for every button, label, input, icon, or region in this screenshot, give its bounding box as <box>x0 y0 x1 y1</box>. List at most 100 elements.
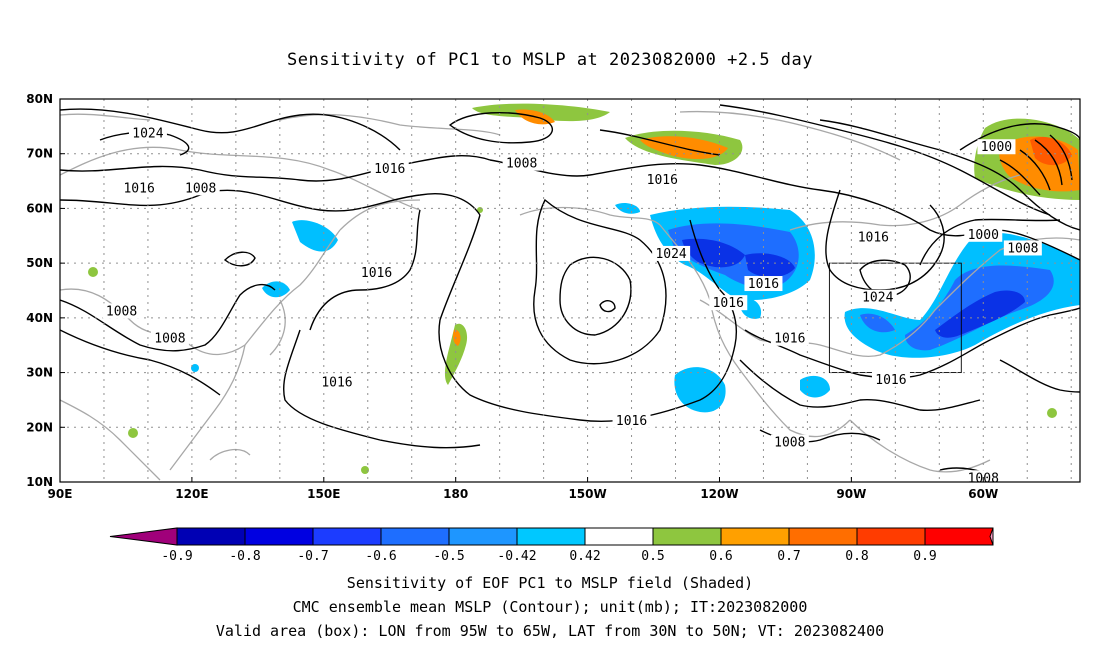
contour-label: 1016 <box>361 266 392 281</box>
colorbar-end-high <box>989 527 994 546</box>
colorbar-label: -0.6 <box>365 549 396 564</box>
contour-label-bg <box>709 295 748 311</box>
lat-tick-label: 30N <box>26 366 53 380</box>
contour-label: 1016 <box>713 296 744 311</box>
contour-label: 1024 <box>655 247 686 262</box>
contour-label-bg <box>770 434 809 450</box>
lon-tick-label: 120E <box>175 487 208 501</box>
colorbar-label: 0.7 <box>777 549 800 564</box>
contour-label-bg <box>964 470 1003 482</box>
plot-frame <box>59 98 1081 483</box>
colorbar-label: -0.42 <box>497 549 536 564</box>
colorbar-segment <box>176 527 246 546</box>
lat-tick-label: 10N <box>26 475 53 489</box>
contour-label-bg <box>357 265 396 281</box>
colorbar-segment <box>788 527 858 546</box>
contour-label: 1008 <box>154 332 185 347</box>
shade-positive <box>472 103 610 122</box>
colorbar-label: 0.8 <box>845 549 868 564</box>
contour-label: 1000 <box>968 228 999 243</box>
contour-label-bg <box>502 155 541 171</box>
contour-label: 1008 <box>506 157 537 172</box>
map-title: Sensitivity of PC1 to MSLP at 2023082000… <box>286 50 813 70</box>
contour-label: 1016 <box>858 231 889 246</box>
contour-label: 1016 <box>748 277 779 292</box>
colorbar-segment <box>856 527 926 546</box>
colorbar-segment <box>312 527 382 546</box>
colorbar-segment <box>244 527 314 546</box>
colorbar-label: -0.9 <box>161 549 192 564</box>
colorbar-label: -0.8 <box>229 549 260 564</box>
lat-tick-label: 40N <box>26 311 53 325</box>
contour-label-bg <box>858 289 897 305</box>
contour-label-bg <box>317 374 356 390</box>
contour-label: 1024 <box>132 127 163 142</box>
contour-label-bg <box>643 172 682 188</box>
contour-label: 1008 <box>968 471 999 486</box>
contour-label-bg <box>150 330 189 346</box>
shade-positive <box>128 428 138 438</box>
contour-label: 1016 <box>321 376 352 391</box>
colorbar-end-low <box>109 527 178 546</box>
contour-label-bg <box>871 371 910 387</box>
shade-positive <box>444 323 468 385</box>
contour-label: 1000 <box>981 140 1012 155</box>
shade-negative-mid <box>860 313 895 333</box>
contour-label-bg <box>370 161 409 177</box>
shade-negative-light <box>674 367 726 413</box>
caption-3: Valid area (box): LON from 95W to 65W, L… <box>215 622 885 640</box>
contour-label-bg <box>181 180 220 196</box>
contour-label: 1008 <box>774 436 805 451</box>
colorbar-label: 0.42 <box>569 549 600 564</box>
shade-negative-light <box>191 364 199 372</box>
shade-positive <box>1047 408 1057 418</box>
colorbar-segment <box>924 527 994 546</box>
contour-label-bg <box>120 180 159 196</box>
contour-label-bg <box>964 226 1003 242</box>
contour-label: 1016 <box>123 181 154 196</box>
lon-tick-label: 90W <box>836 487 866 501</box>
shade-positive <box>88 267 98 277</box>
contour-label: 1008 <box>1007 241 1038 256</box>
contour-label-bg <box>977 139 1016 155</box>
shade-positive <box>361 466 369 474</box>
contour-label-bg <box>1003 240 1042 256</box>
contour-label-bg <box>652 245 691 261</box>
sensitivity-shading <box>88 103 1080 474</box>
colorbar-segment <box>448 527 518 546</box>
colorbar-label: -0.5 <box>433 549 464 564</box>
colorbar-label: 0.5 <box>641 549 664 564</box>
lon-axis: 90E 120E 150E 180 150W 120W 90W 60W <box>48 477 998 501</box>
colorbar-segment <box>652 527 722 546</box>
caption-2: CMC ensemble mean MSLP (Contour); unit(m… <box>292 598 808 616</box>
contour-label: 1008 <box>106 304 137 319</box>
lon-tick-label: 90E <box>48 487 73 501</box>
lon-tick-label: 150W <box>568 487 606 501</box>
colorbar-label: 0.9 <box>913 549 936 564</box>
shade-negative-dark <box>935 290 1025 338</box>
contour-label-bg <box>102 303 141 319</box>
grid-lines <box>60 99 1080 482</box>
lat-tick-label: 60N <box>26 201 53 215</box>
colorbar-segment <box>516 527 586 546</box>
contour-label: 1008 <box>185 181 216 196</box>
contour-label: 1016 <box>875 373 906 388</box>
lon-tick-label: 120W <box>700 487 738 501</box>
lon-tick-label: 60W <box>968 487 998 501</box>
contour-labels: 1024 1016 1008 1016 1008 1016 1000 1024 1016 1016… <box>102 125 1042 486</box>
colorbar: -0.9 -0.8 -0.7 -0.6 -0.5 -0.42 0.42 0.5 0.6 0.7 0.… <box>109 527 994 564</box>
shade-negative-light <box>800 375 830 398</box>
contour-label: 1016 <box>647 173 678 188</box>
shade-orange <box>453 329 461 346</box>
colorbar-segment <box>380 527 450 546</box>
lat-axis: 80N 70N 60N 50N 40N 30N 20N 10N <box>26 92 65 489</box>
contour-label: 1016 <box>374 162 405 177</box>
contour-label-bg <box>770 330 809 346</box>
contour-label-bg <box>612 412 651 428</box>
colorbar-segment <box>720 527 790 546</box>
caption-1: Sensitivity of EOF PC1 to MSLP field (Sh… <box>346 574 754 592</box>
colorbar-label: -0.7 <box>297 549 328 564</box>
lon-tick-label: 180 <box>443 487 468 501</box>
contour-label-bg <box>744 276 783 292</box>
